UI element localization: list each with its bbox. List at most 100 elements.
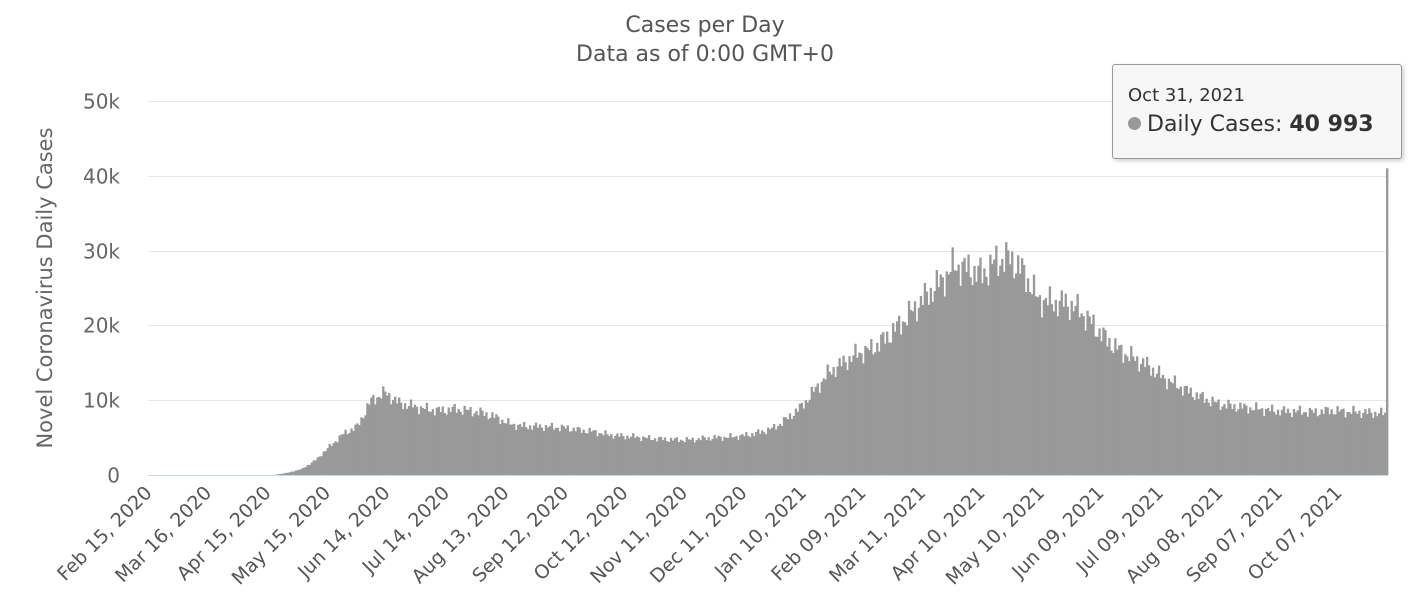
bar[interactable] <box>1163 378 1167 475</box>
bar[interactable] <box>1187 393 1190 475</box>
bar[interactable] <box>888 342 891 475</box>
bar[interactable] <box>917 307 921 475</box>
bar[interactable] <box>487 419 490 475</box>
bar[interactable] <box>788 413 792 475</box>
bar[interactable] <box>1195 392 1198 475</box>
bar[interactable] <box>1106 346 1109 475</box>
bar[interactable] <box>1153 377 1157 475</box>
bar[interactable] <box>749 437 752 475</box>
bar[interactable] <box>526 429 530 475</box>
bar[interactable] <box>1155 373 1159 475</box>
bar[interactable] <box>927 304 931 475</box>
bar[interactable] <box>1082 316 1085 475</box>
bar[interactable] <box>876 342 879 475</box>
bar[interactable] <box>1245 405 1248 475</box>
bar[interactable] <box>405 408 409 475</box>
bar[interactable] <box>971 285 974 475</box>
bar[interactable] <box>1308 407 1311 475</box>
bar[interactable] <box>324 451 327 475</box>
bar[interactable] <box>314 460 317 475</box>
bar[interactable] <box>445 414 448 475</box>
bar[interactable] <box>707 437 710 475</box>
bar[interactable] <box>427 411 431 475</box>
bar[interactable] <box>1038 295 1042 475</box>
bar[interactable] <box>1092 314 1095 475</box>
bar[interactable] <box>943 296 946 475</box>
bar[interactable] <box>1120 344 1123 475</box>
bar[interactable] <box>1328 414 1331 475</box>
bar[interactable] <box>804 400 808 475</box>
bar[interactable] <box>770 427 774 475</box>
bar[interactable] <box>475 411 478 475</box>
bar[interactable] <box>995 245 998 475</box>
bar[interactable] <box>689 439 692 475</box>
bar[interactable] <box>911 311 915 475</box>
bar[interactable] <box>824 379 827 475</box>
bar[interactable] <box>1060 290 1063 475</box>
bar[interactable] <box>576 426 579 475</box>
bar[interactable] <box>322 451 325 475</box>
bar[interactable] <box>1179 386 1183 475</box>
bar[interactable] <box>1249 407 1252 475</box>
bar[interactable] <box>280 473 284 475</box>
bar[interactable] <box>1298 405 1302 475</box>
bar[interactable] <box>1358 410 1361 475</box>
bar[interactable] <box>407 405 411 475</box>
bar[interactable] <box>469 406 472 475</box>
bar[interactable] <box>380 398 383 476</box>
bar[interactable] <box>562 426 565 475</box>
bar[interactable] <box>1334 414 1337 475</box>
bar[interactable] <box>566 425 569 475</box>
bar[interactable] <box>1324 406 1327 475</box>
bar[interactable] <box>479 407 482 475</box>
bar[interactable] <box>330 446 333 475</box>
bar[interactable] <box>524 427 528 475</box>
bar[interactable] <box>784 417 788 475</box>
bar[interactable] <box>626 435 629 475</box>
bar[interactable] <box>431 409 435 475</box>
bar[interactable] <box>1102 327 1105 475</box>
bar[interactable] <box>636 436 639 475</box>
bar[interactable] <box>1314 408 1317 475</box>
bar[interactable] <box>1292 408 1296 475</box>
bar[interactable] <box>1219 409 1222 475</box>
bar[interactable] <box>574 431 577 475</box>
bar[interactable] <box>396 403 399 475</box>
bar[interactable] <box>693 442 696 475</box>
bar[interactable] <box>1185 385 1188 475</box>
bar[interactable] <box>1090 323 1093 475</box>
bar[interactable] <box>1352 405 1355 475</box>
bar[interactable] <box>350 428 353 476</box>
bar[interactable] <box>517 424 520 475</box>
bar[interactable] <box>874 352 877 475</box>
bar[interactable] <box>433 415 437 475</box>
bar[interactable] <box>1376 416 1379 475</box>
bar[interactable] <box>320 456 323 475</box>
bar[interactable] <box>348 432 351 475</box>
bar[interactable] <box>1237 409 1240 475</box>
bar[interactable] <box>306 464 310 475</box>
bar[interactable] <box>550 422 554 475</box>
bar[interactable] <box>731 437 734 475</box>
bar[interactable] <box>659 436 663 475</box>
bar[interactable] <box>842 355 845 475</box>
bar[interactable] <box>1255 402 1258 475</box>
bar[interactable] <box>800 402 804 475</box>
bar[interactable] <box>729 433 732 475</box>
bar[interactable] <box>880 334 883 475</box>
bar[interactable] <box>399 402 403 475</box>
bar[interactable] <box>786 419 790 475</box>
bar[interactable] <box>316 457 319 475</box>
bar[interactable] <box>1207 402 1210 475</box>
bar[interactable] <box>651 440 655 475</box>
bar[interactable] <box>711 438 714 475</box>
bar[interactable] <box>1225 408 1228 475</box>
bar[interactable] <box>1205 398 1208 475</box>
bar[interactable] <box>915 321 919 475</box>
bar[interactable] <box>1261 408 1264 475</box>
bar[interactable] <box>1122 362 1125 475</box>
bar[interactable] <box>1316 416 1319 475</box>
bar[interactable] <box>1253 410 1256 475</box>
bar[interactable] <box>963 257 966 475</box>
bar[interactable] <box>1384 412 1387 475</box>
